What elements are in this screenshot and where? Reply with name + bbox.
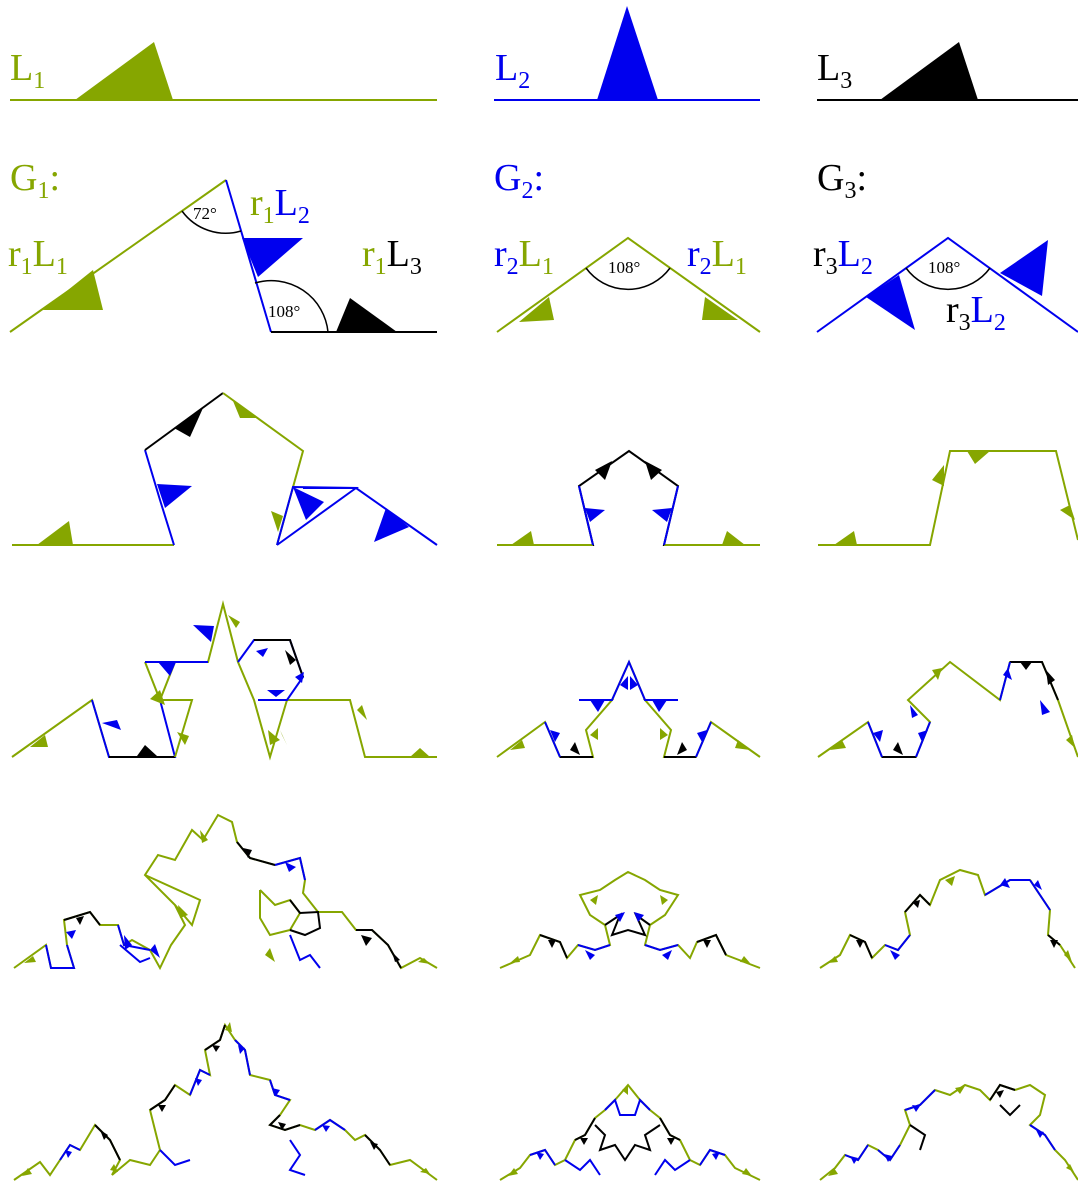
label-G3: G bbox=[817, 157, 844, 199]
iteration-level-1 bbox=[12, 392, 1078, 546]
svg-text:r1L1: r1L1 bbox=[8, 233, 68, 280]
svg-text:r1L2: r1L2 bbox=[250, 182, 310, 229]
svg-text:r1L3: r1L3 bbox=[362, 233, 422, 280]
label-G2-sub: 2 bbox=[521, 178, 533, 204]
label-L2: L bbox=[495, 47, 518, 89]
svg-text:r3L2: r3L2 bbox=[946, 289, 1006, 336]
label-G1: G bbox=[10, 157, 37, 199]
svg-text:G2:: G2: bbox=[494, 157, 544, 204]
svg-text:L2: L2 bbox=[495, 47, 530, 94]
label-G3-colon: : bbox=[856, 157, 867, 199]
label-L2-sub: 2 bbox=[518, 68, 530, 94]
segment-L2: L2 bbox=[494, 6, 760, 101]
label-L1: L bbox=[10, 47, 33, 89]
label-L1-sub: 1 bbox=[33, 68, 45, 94]
label-G1-sub: 1 bbox=[37, 178, 49, 204]
rule-G3: G3: 108° r3L2 r3L2 bbox=[813, 157, 1078, 336]
angle-108-g1: 108° bbox=[268, 302, 300, 321]
segment-L1: L1 bbox=[10, 42, 437, 101]
rule-G1: G1: 72° 108° r1L1 r1L2 r1L3 bbox=[8, 157, 437, 333]
label-L3-sub: 3 bbox=[840, 68, 852, 94]
label-G2-colon: : bbox=[533, 157, 544, 199]
segment-L3: L3 bbox=[817, 42, 1078, 101]
label-G2: G bbox=[494, 157, 521, 199]
angle-108-g2: 108° bbox=[608, 258, 640, 277]
iteration-level-3 bbox=[13, 813, 1076, 971]
svg-text:r2L1: r2L1 bbox=[687, 233, 747, 280]
iteration-level-4 bbox=[13, 1022, 1078, 1181]
svg-text:L1: L1 bbox=[10, 47, 45, 94]
svg-text:r3L2: r3L2 bbox=[813, 233, 873, 280]
label-G1-colon: : bbox=[49, 157, 60, 199]
label-G3-sub: 3 bbox=[844, 178, 856, 204]
rule-G2: G2: 108° r2L1 r2L1 bbox=[494, 157, 761, 333]
svg-text:G1:: G1: bbox=[10, 157, 60, 204]
angle-108-g3: 108° bbox=[928, 258, 960, 277]
iteration-level-2 bbox=[11, 600, 1078, 761]
svg-text:L3: L3 bbox=[817, 47, 852, 94]
label-L3: L bbox=[817, 47, 840, 89]
svg-text:G3:: G3: bbox=[817, 157, 867, 204]
angle-72: 72° bbox=[193, 204, 217, 223]
svg-text:r2L1: r2L1 bbox=[494, 233, 554, 280]
